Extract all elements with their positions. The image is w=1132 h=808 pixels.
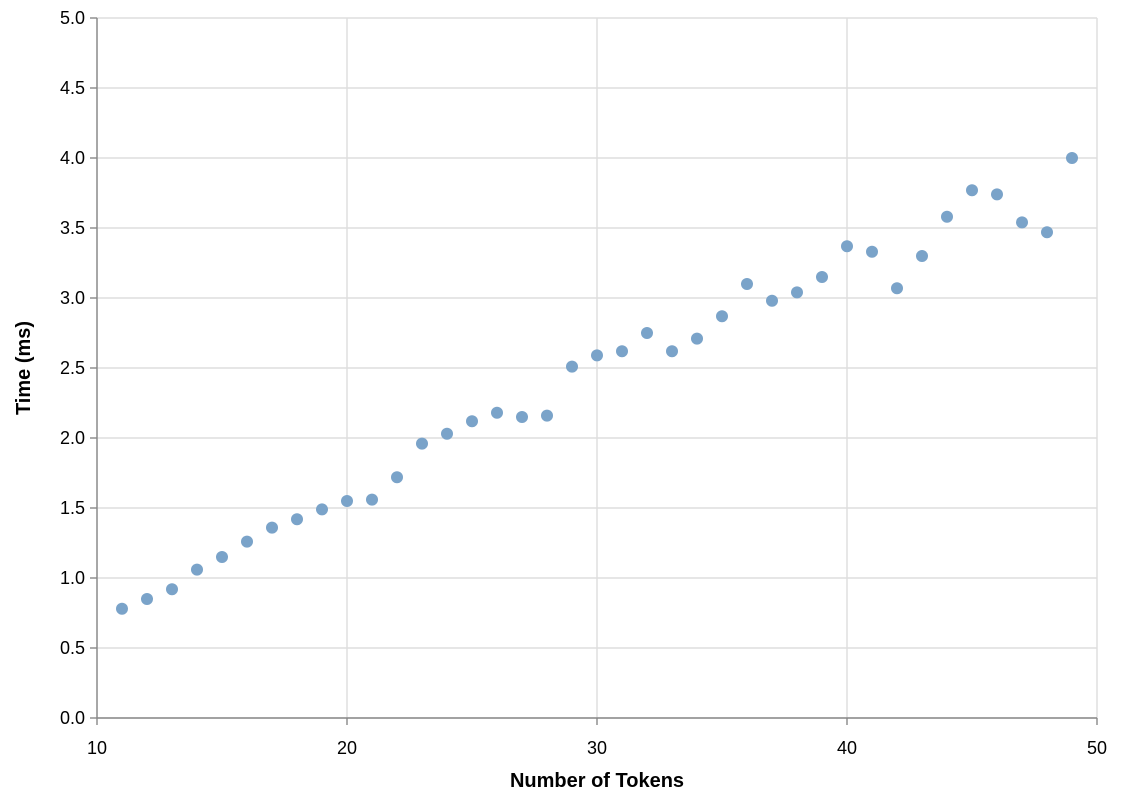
data-point (866, 245, 878, 258)
data-point (491, 406, 503, 419)
data-point (416, 437, 428, 450)
data-point (316, 503, 328, 516)
data-point (441, 427, 453, 440)
x-axis-ticks: 10 20 30 40 50 (87, 718, 1107, 758)
data-point (891, 282, 903, 295)
data-point (166, 583, 178, 596)
data-point (991, 188, 1003, 201)
x-tick-label: 30 (587, 738, 607, 758)
y-tick-label: 0.0 (60, 708, 85, 728)
data-point (341, 495, 353, 507)
x-tick-label: 20 (337, 738, 357, 758)
data-point (291, 513, 303, 526)
data-point (1041, 226, 1053, 239)
data-point (741, 278, 753, 290)
data-point (516, 411, 528, 423)
data-point (791, 286, 803, 299)
y-tick-label: 5.0 (60, 8, 85, 28)
y-tick-label: 4.0 (60, 148, 85, 168)
y-tick-label: 4.5 (60, 78, 85, 98)
data-point (641, 327, 653, 339)
data-point (216, 551, 228, 563)
data-point (716, 310, 728, 323)
data-point (191, 563, 203, 576)
y-tick-label: 3.5 (60, 218, 85, 238)
data-point (366, 493, 378, 506)
data-point (616, 345, 628, 358)
y-tick-label: 1.5 (60, 498, 85, 518)
data-point (591, 349, 603, 362)
y-tick-label: 2.5 (60, 358, 85, 378)
x-tick-label: 10 (87, 738, 107, 758)
data-point (1016, 216, 1028, 229)
data-point (841, 240, 853, 253)
data-point (1066, 152, 1078, 164)
data-point (266, 521, 278, 534)
x-tick-label: 50 (1087, 738, 1107, 758)
y-axis-ticks: 0.0 0.5 1.0 1.5 2.0 2.5 3.0 3.5 4.0 4.5 5.0 (60, 8, 97, 728)
y-axis-title: Time (ms) (13, 321, 35, 415)
data-point (466, 415, 478, 428)
y-tick-label: 2.0 (60, 428, 85, 448)
y-tick-label: 1.0 (60, 568, 85, 588)
data-point (666, 345, 678, 358)
data-points (116, 152, 1078, 615)
data-point (391, 471, 403, 484)
x-tick-label: 40 (837, 738, 857, 758)
data-point (541, 409, 553, 422)
data-point (141, 593, 153, 605)
x-axis-title: Number of Tokens (510, 770, 684, 792)
data-point (241, 535, 253, 548)
y-tick-label: 3.0 (60, 288, 85, 308)
data-point (941, 210, 953, 223)
data-point (766, 294, 778, 307)
data-point (691, 332, 703, 345)
grid (96, 17, 1098, 719)
data-point (966, 184, 978, 197)
data-point (816, 271, 828, 283)
data-point (566, 360, 578, 373)
data-point (916, 250, 928, 262)
y-tick-label: 0.5 (60, 638, 85, 658)
data-point (116, 602, 128, 615)
